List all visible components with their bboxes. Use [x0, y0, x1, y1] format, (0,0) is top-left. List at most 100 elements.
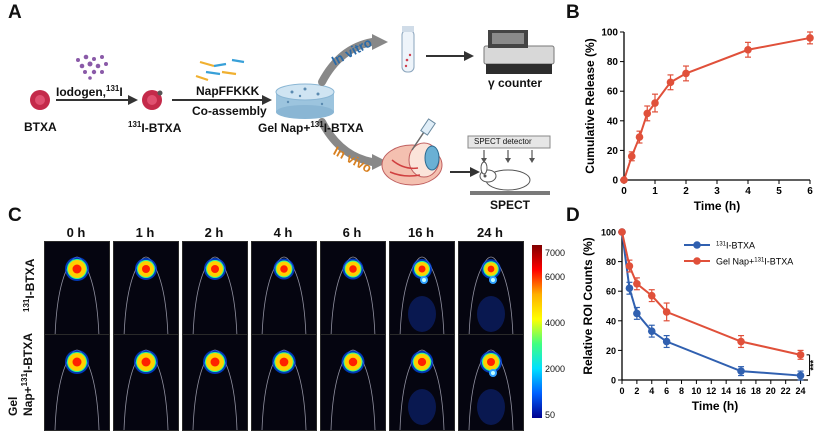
- x-tick-label: 14: [721, 386, 731, 396]
- data-point: [647, 291, 656, 300]
- timepoint-label: 0 h: [66, 225, 86, 240]
- rabbit-icon: [479, 161, 531, 191]
- curved-arrow-down-icon: [318, 118, 388, 170]
- timepoint-label: 6 h: [342, 225, 362, 240]
- x-tick-label: 16: [736, 386, 746, 396]
- data-point: [625, 284, 634, 293]
- iodogen-label: Iodogen,131I: [56, 84, 123, 99]
- x-tick-label: 0: [619, 386, 624, 396]
- panel-label-b: B: [566, 2, 580, 23]
- schematic-graphics: [30, 26, 555, 195]
- y-tick-label: 40: [607, 116, 619, 127]
- iodine-dots-icon: [76, 54, 108, 80]
- colorbar-tick: 7000: [545, 248, 566, 258]
- data-point: [633, 309, 641, 318]
- spect-image-tile: [458, 241, 524, 338]
- test-tube-icon: [401, 26, 415, 73]
- y-tick-label: 80: [606, 257, 616, 267]
- eye-icon: [381, 142, 443, 186]
- row-label-gel-line1: Gel: [6, 396, 20, 416]
- spect-bed-icon: [470, 191, 550, 195]
- data-point: [635, 133, 644, 141]
- legend-label: Gel Nap+131I-BTXA: [716, 257, 793, 267]
- y-tick-label: 80: [607, 57, 619, 68]
- x-tick-label: 8: [679, 386, 684, 396]
- data-point: [618, 228, 626, 236]
- arrow-right-icon: [56, 95, 138, 105]
- x-tick-label: 10: [691, 386, 701, 396]
- y-tick-label: 40: [606, 316, 616, 326]
- spect-image-tile: [113, 334, 179, 431]
- data-point: [633, 280, 641, 288]
- timepoint-label: 16 h: [407, 225, 434, 240]
- spect-image-tile: [44, 334, 110, 431]
- series-line: [623, 36, 811, 181]
- colorbar-tick: 4000: [545, 318, 566, 328]
- peptide-sticks-icon: [195, 58, 245, 82]
- data-point: [796, 351, 805, 359]
- spect-image-tile: [182, 241, 248, 338]
- y-tick-label: 0: [611, 376, 616, 386]
- spect-image-tile: [320, 334, 386, 431]
- row-label-gel: Nap+131I-BTXA: [20, 332, 35, 416]
- panel-label-c: C: [8, 205, 22, 226]
- y-axis-label: Cumulative Release (%): [583, 38, 597, 173]
- significance-label: ***: [809, 359, 819, 370]
- timepoint-label: 4 h: [273, 225, 293, 240]
- data-point: [662, 308, 671, 316]
- row-label-free: 131I-BTXA: [22, 258, 37, 312]
- spect-image-tile: [320, 241, 386, 338]
- spect-detector-label: SPECT detector: [474, 137, 532, 146]
- syringe-icon: [411, 118, 436, 151]
- spect-image-tile: [113, 241, 179, 338]
- spect-label: SPECT: [490, 198, 531, 212]
- co-assembly-label: Co-assembly: [192, 104, 267, 118]
- y-tick-label: 0: [612, 176, 618, 187]
- arrow-right-icon: [426, 51, 474, 61]
- spect-image-tile: [389, 241, 455, 338]
- data-point: [643, 109, 652, 118]
- legend-name: I-BTXA: [726, 241, 755, 251]
- legend-label: 131I-BTXA: [716, 241, 755, 251]
- y-tick-label: 100: [601, 228, 616, 238]
- legend-prefix: Gel Nap+: [716, 257, 754, 267]
- data-point: [620, 176, 628, 184]
- gamma-counter-icon: [483, 30, 555, 74]
- x-axis-label: Time (h): [692, 399, 738, 413]
- data-point: [682, 69, 690, 78]
- x-tick-label: 12: [706, 386, 716, 396]
- x-axis-label: Time (h): [694, 199, 740, 213]
- spect-image-tile: [458, 334, 524, 431]
- data-point: [647, 327, 656, 335]
- spect-image-tile: [251, 334, 317, 431]
- arrow-right-icon: [450, 167, 480, 177]
- legend-marker: [693, 257, 701, 265]
- colorbar: [532, 245, 542, 418]
- arrow-right-icon: [172, 95, 272, 105]
- labeled-cell-icon: [142, 90, 163, 110]
- x-tick-label: 5: [776, 186, 782, 197]
- y-tick-label: 20: [607, 146, 619, 157]
- data-point: [625, 262, 634, 270]
- curved-arrow-up-icon: [318, 34, 388, 86]
- y-tick-label: 20: [606, 346, 616, 356]
- data-point: [737, 337, 745, 346]
- data-point: [662, 337, 671, 346]
- labeled-btxa-label: 131I-BTXA: [128, 120, 182, 135]
- gel-disc-icon: [275, 83, 335, 119]
- x-tick-label: 24: [796, 386, 806, 396]
- x-tick-label: 6: [807, 186, 813, 197]
- legend-marker: [693, 241, 701, 249]
- data-point: [666, 78, 675, 87]
- timepoint-label: 2 h: [204, 225, 224, 240]
- colorbar-tick: 6000: [545, 272, 566, 282]
- x-tick-label: 2: [634, 386, 639, 396]
- timepoint-label: 1 h: [135, 225, 155, 240]
- x-tick-label: 6: [664, 386, 669, 396]
- spect-image-tile: [182, 334, 248, 431]
- panel-label-a: A: [8, 2, 22, 23]
- x-tick-label: 20: [766, 386, 776, 396]
- legend-name: I-BTXA: [764, 257, 793, 267]
